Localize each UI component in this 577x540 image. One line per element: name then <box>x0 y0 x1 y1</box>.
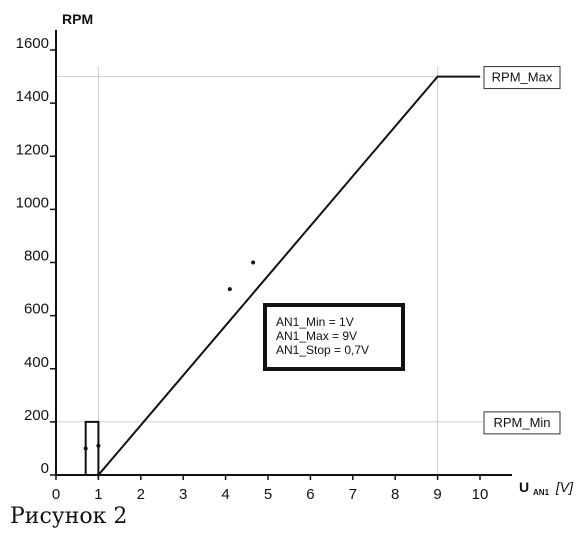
y-tick-label: 1000 <box>16 194 49 211</box>
x-tick-label: 8 <box>391 486 399 503</box>
y-tick-label: 1400 <box>16 88 49 105</box>
x-tick-label: 2 <box>137 486 145 503</box>
y-tick-label: 200 <box>24 407 49 424</box>
y-tick-label: 600 <box>24 301 49 318</box>
x-tick-label: 4 <box>221 486 229 503</box>
series <box>84 75 480 478</box>
ticks: 0 200 400 600 800 1000 1200 1400 1600 0 1 2 3 4 5 6 7 8 9 1… <box>16 35 489 503</box>
y-tick-label: 1200 <box>16 141 49 158</box>
y-tick-label: 0 <box>41 460 49 477</box>
value-tags: RPM_Max RPM_Min <box>483 66 561 435</box>
x-axis-title: U AN1 [V] <box>519 479 574 498</box>
x-tick-label: 1 <box>94 486 102 503</box>
x-tick-label: 6 <box>306 486 314 503</box>
x-tick-label: 7 <box>349 486 357 503</box>
parameter-line: AN1_Min = 1V <box>276 315 354 329</box>
data-marker <box>251 260 256 265</box>
x-axis-title-main: U <box>519 479 529 495</box>
parameter-box-frame <box>263 303 405 371</box>
y-tick-label: 400 <box>24 354 49 371</box>
rpm-curve <box>84 75 480 478</box>
data-marker <box>83 446 88 451</box>
x-tick-label: 3 <box>179 486 187 503</box>
y-tick-label: 800 <box>24 248 49 265</box>
tag-rpm-min: RPM_Min <box>483 411 561 435</box>
tag-label: RPM_Max <box>492 70 553 85</box>
tag-label: RPM_Min <box>493 415 550 430</box>
parameter-line: AN1_Max = 9V <box>276 329 357 343</box>
tag-box <box>483 66 561 90</box>
x-tick-label: 9 <box>433 486 441 503</box>
axes <box>55 30 512 476</box>
guide-lines <box>56 66 482 475</box>
y-tick-label: 1600 <box>16 35 49 52</box>
markers <box>83 260 256 451</box>
tag-rpm-max: RPM_Max <box>483 66 561 90</box>
x-tick-label: 0 <box>52 486 60 503</box>
parameter-line: AN1_Stop = 0,7V <box>276 343 369 357</box>
data-marker <box>96 443 101 448</box>
x-axis-title-sub: AN1 <box>533 488 550 497</box>
x-tick-label: 10 <box>472 486 489 503</box>
x-axis-title-unit: [V] <box>555 479 574 495</box>
figure-caption: Рисунок 2 <box>10 504 128 529</box>
y-axis-title: RPM <box>62 11 93 27</box>
data-marker <box>227 287 232 292</box>
x-tick-label: 5 <box>264 486 272 503</box>
tag-box <box>483 411 561 435</box>
